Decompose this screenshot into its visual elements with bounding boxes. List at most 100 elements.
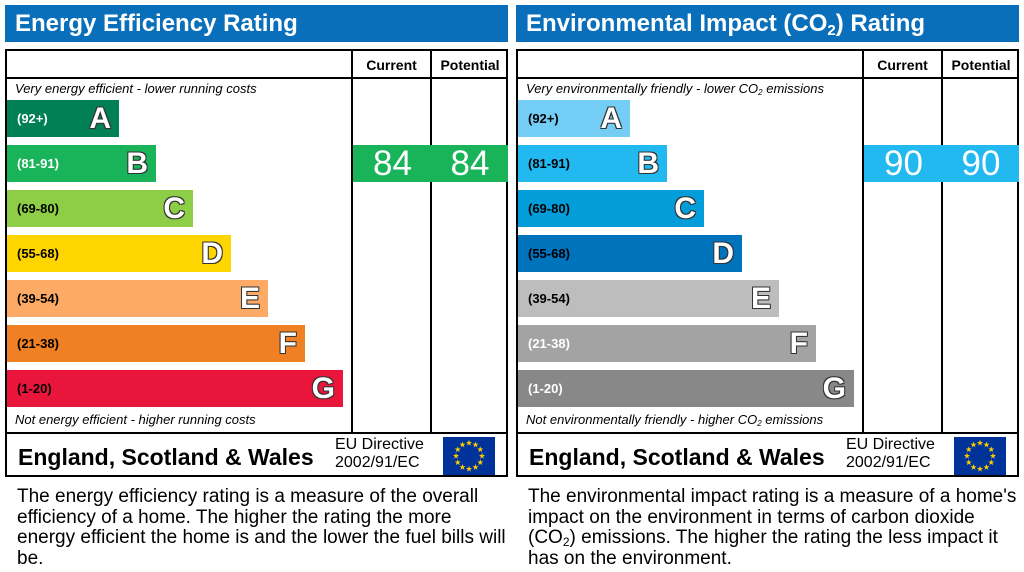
column-header-potential: Potential	[951, 57, 1011, 73]
band-range: (69-80)	[528, 201, 570, 216]
column-divider	[430, 51, 432, 434]
star-icon	[963, 452, 971, 459]
band-range: (81-91)	[17, 156, 59, 171]
text-segment: Very energy efficient - lower running co…	[15, 81, 257, 96]
title-segment: Energy Efficiency Rating	[15, 10, 298, 37]
column-header-current: Current	[366, 57, 417, 73]
band-range: (92+)	[17, 111, 48, 126]
band-e: (39-54) E	[518, 280, 779, 317]
directive-line: EU Directive	[846, 436, 935, 453]
rating-table: Current Potential Very environmentally fri…	[516, 49, 1019, 477]
band-range: (55-68)	[528, 246, 570, 261]
band-letter: C	[674, 192, 696, 225]
bottom-note: Not energy efficient - higher running co…	[15, 412, 256, 427]
band-a: (92+) A	[518, 100, 630, 137]
band-f: (21-38) F	[7, 325, 305, 362]
environmental-rating-panel: Environmental Impact (CO2) Rating Current…	[516, 0, 1019, 572]
band-b: (81-91) B	[518, 145, 667, 182]
band-d: (55-68) D	[518, 235, 742, 272]
band-range: (69-80)	[17, 201, 59, 216]
star-icon	[965, 446, 972, 453]
current-score: 90	[864, 145, 943, 182]
header-divider	[518, 77, 1017, 79]
band-letter: F	[278, 327, 297, 360]
band-letter: D	[712, 237, 734, 270]
band-range: (1-20)	[528, 381, 563, 396]
panel-title: Energy Efficiency Rating	[5, 5, 508, 42]
star-icon	[472, 441, 479, 448]
band-c: (69-80) C	[7, 190, 193, 227]
band-letter: E	[750, 282, 771, 315]
potential-score: 90	[943, 145, 1019, 182]
star-icon	[465, 465, 473, 472]
band-g: (1-20) G	[7, 370, 343, 407]
text-segment: Very environmentally friendly - lower CO	[526, 81, 759, 96]
star-icon	[976, 439, 984, 446]
band-a: (92+) A	[7, 100, 119, 137]
column-header-potential: Potential	[440, 57, 500, 73]
star-icon	[452, 452, 460, 459]
star-icon	[983, 441, 990, 448]
top-note: Very energy efficient - lower running co…	[15, 81, 257, 96]
directive-line: 2002/91/EC	[846, 454, 931, 471]
top-note: Very environmentally friendly - lower CO…	[526, 81, 825, 97]
band-letter: F	[789, 327, 808, 360]
star-icon	[983, 464, 990, 470]
star-icon	[477, 446, 484, 453]
star-icon	[477, 459, 484, 466]
column-divider	[862, 51, 864, 434]
description: The energy efficiency rating is a measur…	[17, 486, 507, 569]
band-range: (21-38)	[528, 336, 570, 351]
star-icon	[970, 464, 977, 470]
band-letter: G	[822, 372, 846, 405]
eu-flag-icon	[443, 437, 495, 475]
band-b: (81-91) B	[7, 145, 156, 182]
star-icon	[988, 459, 995, 466]
band-e: (39-54) E	[7, 280, 268, 317]
title-segment: Environmental Impact (CO	[526, 10, 828, 37]
band-range: (39-54)	[17, 291, 59, 306]
text-segment: emissions	[761, 412, 824, 427]
subscript: 2	[562, 535, 570, 549]
band-range: (92+)	[528, 111, 559, 126]
star-icon	[965, 459, 972, 466]
current-score: 84	[353, 145, 432, 182]
subscript: 2	[758, 88, 763, 97]
panel-title: Environmental Impact (CO2) Rating	[516, 5, 1019, 42]
text-segment: Not energy efficient - higher running co…	[15, 412, 256, 427]
energy-rating-panel: Energy Efficiency Rating Current Potential…	[5, 0, 508, 572]
title-segment: ) Rating	[835, 10, 926, 37]
star-icon	[472, 464, 479, 470]
band-range: (55-68)	[17, 246, 59, 261]
band-letter: B	[637, 147, 659, 180]
footer-divider	[7, 432, 506, 434]
star-icon	[478, 452, 486, 459]
star-icon	[976, 465, 984, 472]
eu-flag-icon	[954, 437, 1006, 475]
band-letter: G	[311, 372, 335, 405]
region-label: England, Scotland & Wales	[529, 444, 825, 470]
band-letter: C	[163, 192, 185, 225]
band-range: (21-38)	[17, 336, 59, 351]
text-segment: The environmental impact rating is a mea…	[528, 486, 1017, 548]
star-icon	[989, 452, 997, 459]
subscript: 2	[827, 22, 836, 39]
column-divider	[941, 51, 943, 434]
text-segment: emissions	[762, 81, 825, 96]
footer-divider	[518, 432, 1017, 434]
column-header-current: Current	[877, 57, 928, 73]
text-segment: Not environmentally friendly - higher CO	[526, 412, 758, 427]
header-divider	[7, 77, 506, 79]
star-icon	[454, 459, 461, 466]
bottom-note: Not environmentally friendly - higher CO…	[526, 412, 824, 428]
band-range: (1-20)	[17, 381, 52, 396]
potential-score: 84	[432, 145, 508, 182]
column-divider	[351, 51, 353, 434]
star-icon	[970, 441, 977, 448]
star-icon	[459, 464, 466, 470]
eu-directive: EU Directive 2002/91/EC	[846, 436, 935, 472]
band-g: (1-20) G	[518, 370, 854, 407]
band-d: (55-68) D	[7, 235, 231, 272]
star-icon	[459, 441, 466, 448]
eu-directive: EU Directive 2002/91/EC	[335, 436, 424, 472]
